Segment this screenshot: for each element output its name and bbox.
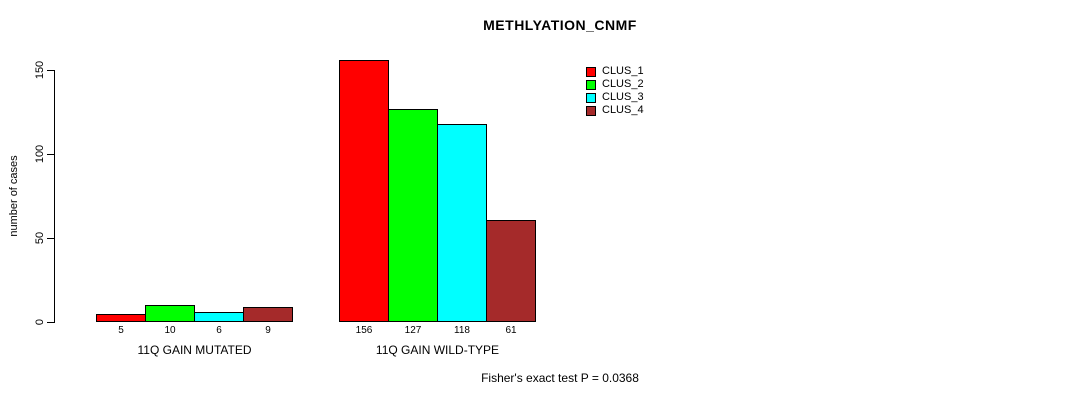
legend: CLUS_1 CLUS_2 CLUS_3 CLUS_4 [586,65,644,117]
bar-value-label: 9 [265,325,271,336]
legend-swatch-icon [586,105,596,116]
y-tick-mark [47,70,54,71]
bar-value-label: 156 [355,325,373,336]
y-axis-label: number of cases [8,155,20,237]
bar-clus_4-group2 [486,220,536,322]
y-tick-label: 0 [34,318,46,326]
bar-clus_4-group1 [243,307,293,322]
legend-swatch-icon [586,66,596,77]
y-tick-mark [47,238,54,239]
bar-clus_3-group1 [194,312,244,322]
legend-row: CLUS_3 [586,91,644,104]
bar-clus_2-group2 [388,109,438,322]
y-tick-mark [47,154,54,155]
bar-value-label: 118 [454,325,470,336]
bar-value-label: 6 [216,325,222,336]
y-tick-label: 100 [34,144,46,164]
bar-clus_3-group2 [437,124,487,322]
y-tick-mark [47,322,54,323]
legend-row: CLUS_1 [586,65,644,78]
bar-value-label: 61 [505,325,517,336]
annotation-text: Fisher's exact test P = 0.0368 [481,371,639,385]
y-tick-label: 150 [34,60,46,80]
chart-title: METHLYATION_CNMF [483,17,637,33]
legend-label: CLUS_4 [602,104,644,116]
bar-value-label: 127 [404,325,422,336]
group-label-2: 11Q GAIN WILD-TYPE [375,343,500,357]
bar-value-label: 10 [164,325,176,336]
legend-label: CLUS_3 [602,91,644,103]
legend-label: CLUS_2 [602,78,644,90]
bar-clus_1-group2 [339,60,389,322]
bar-value-label: 5 [118,325,124,336]
legend-swatch-icon [586,79,596,90]
bar-clus_1-group1 [96,314,146,322]
y-tick-label: 50 [34,231,46,245]
legend-label: CLUS_1 [602,65,644,77]
y-axis [54,70,55,323]
group-label-1: 11Q GAIN MUTATED [137,343,252,357]
bar-clus_2-group1 [145,305,195,322]
legend-row: CLUS_4 [586,104,644,117]
legend-row: CLUS_2 [586,78,644,91]
legend-swatch-icon [586,92,596,103]
